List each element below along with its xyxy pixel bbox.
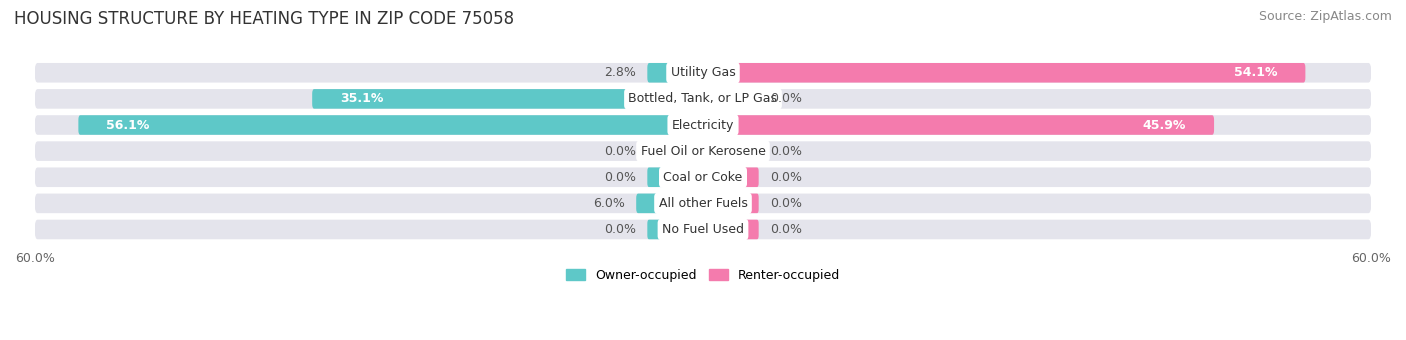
FancyBboxPatch shape: [636, 193, 703, 213]
FancyBboxPatch shape: [647, 168, 703, 187]
Text: Electricity: Electricity: [672, 119, 734, 132]
FancyBboxPatch shape: [312, 89, 703, 109]
FancyBboxPatch shape: [703, 193, 759, 213]
Text: 0.0%: 0.0%: [770, 92, 801, 105]
Text: 0.0%: 0.0%: [605, 144, 636, 158]
FancyBboxPatch shape: [703, 168, 759, 187]
FancyBboxPatch shape: [35, 63, 1371, 83]
FancyBboxPatch shape: [35, 193, 1371, 213]
FancyBboxPatch shape: [703, 220, 759, 239]
Text: HOUSING STRUCTURE BY HEATING TYPE IN ZIP CODE 75058: HOUSING STRUCTURE BY HEATING TYPE IN ZIP…: [14, 10, 515, 28]
FancyBboxPatch shape: [703, 89, 759, 109]
Text: Coal or Coke: Coal or Coke: [664, 171, 742, 184]
Text: 0.0%: 0.0%: [770, 223, 801, 236]
FancyBboxPatch shape: [647, 220, 703, 239]
Text: Utility Gas: Utility Gas: [671, 66, 735, 79]
Text: 0.0%: 0.0%: [605, 171, 636, 184]
Text: 54.1%: 54.1%: [1234, 66, 1278, 79]
FancyBboxPatch shape: [35, 141, 1371, 161]
FancyBboxPatch shape: [35, 168, 1371, 187]
Text: 0.0%: 0.0%: [770, 171, 801, 184]
FancyBboxPatch shape: [703, 115, 1213, 135]
Text: 0.0%: 0.0%: [770, 144, 801, 158]
FancyBboxPatch shape: [35, 220, 1371, 239]
FancyBboxPatch shape: [703, 63, 1305, 83]
FancyBboxPatch shape: [35, 89, 1371, 109]
Text: No Fuel Used: No Fuel Used: [662, 223, 744, 236]
Text: 0.0%: 0.0%: [770, 197, 801, 210]
Legend: Owner-occupied, Renter-occupied: Owner-occupied, Renter-occupied: [567, 269, 839, 282]
Text: All other Fuels: All other Fuels: [658, 197, 748, 210]
Text: Fuel Oil or Kerosene: Fuel Oil or Kerosene: [641, 144, 765, 158]
Text: Source: ZipAtlas.com: Source: ZipAtlas.com: [1258, 10, 1392, 23]
Text: 2.8%: 2.8%: [605, 66, 636, 79]
Text: 35.1%: 35.1%: [340, 92, 384, 105]
FancyBboxPatch shape: [647, 63, 703, 83]
Text: 56.1%: 56.1%: [107, 119, 149, 132]
Text: Bottled, Tank, or LP Gas: Bottled, Tank, or LP Gas: [628, 92, 778, 105]
FancyBboxPatch shape: [703, 141, 759, 161]
Text: 6.0%: 6.0%: [593, 197, 626, 210]
Text: 45.9%: 45.9%: [1143, 119, 1187, 132]
FancyBboxPatch shape: [647, 141, 703, 161]
Text: 0.0%: 0.0%: [605, 223, 636, 236]
FancyBboxPatch shape: [35, 115, 1371, 135]
FancyBboxPatch shape: [79, 115, 703, 135]
